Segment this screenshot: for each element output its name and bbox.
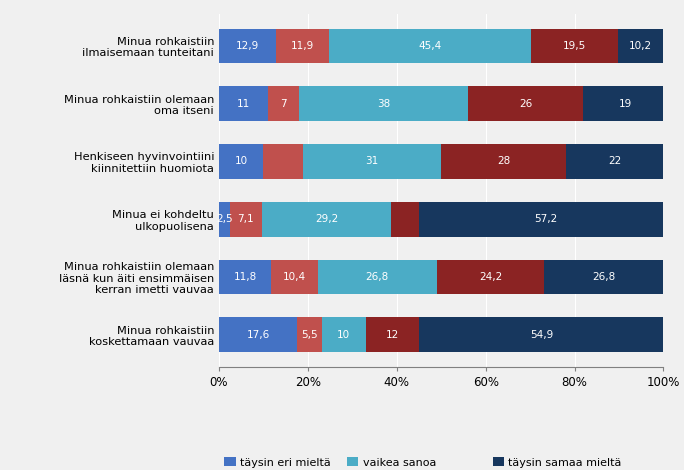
Bar bbox=[329, 29, 531, 63]
Legend: täysin eri mieltä, osittain eri mieltä, vaikea sanoa, osittain samaa mieltä, täy: täysin eri mieltä, osittain eri mieltä, … bbox=[220, 453, 626, 470]
Bar bbox=[219, 260, 272, 294]
Bar bbox=[419, 202, 673, 236]
Bar bbox=[297, 317, 321, 352]
Bar bbox=[544, 260, 663, 294]
Text: 11,8: 11,8 bbox=[233, 272, 256, 282]
Text: 54,9: 54,9 bbox=[530, 330, 553, 340]
Bar bbox=[304, 144, 441, 179]
Bar bbox=[391, 202, 419, 236]
Text: 10: 10 bbox=[235, 157, 248, 166]
Text: 11,9: 11,9 bbox=[291, 41, 315, 51]
Text: 38: 38 bbox=[377, 99, 390, 109]
Bar bbox=[219, 317, 297, 352]
Text: 17,6: 17,6 bbox=[246, 330, 269, 340]
Text: 7: 7 bbox=[280, 99, 287, 109]
Bar bbox=[366, 317, 419, 352]
Bar bbox=[219, 29, 276, 63]
Bar bbox=[531, 29, 618, 63]
Bar bbox=[219, 86, 267, 121]
Text: 26: 26 bbox=[519, 99, 532, 109]
Text: 5,5: 5,5 bbox=[301, 330, 317, 340]
Bar bbox=[468, 86, 583, 121]
Bar bbox=[321, 317, 366, 352]
Text: 26,8: 26,8 bbox=[365, 272, 389, 282]
Text: 28: 28 bbox=[497, 157, 510, 166]
Bar bbox=[299, 86, 468, 121]
Bar bbox=[441, 144, 566, 179]
Bar bbox=[419, 317, 663, 352]
Bar bbox=[267, 86, 299, 121]
Text: 10,2: 10,2 bbox=[629, 41, 652, 51]
Bar bbox=[276, 29, 329, 63]
Text: 45,4: 45,4 bbox=[419, 41, 442, 51]
Text: 10,4: 10,4 bbox=[283, 272, 306, 282]
Text: 31: 31 bbox=[366, 157, 379, 166]
Bar bbox=[263, 144, 304, 179]
Text: 12: 12 bbox=[386, 330, 399, 340]
Text: 2,5: 2,5 bbox=[216, 214, 233, 224]
Bar bbox=[618, 29, 663, 63]
Bar bbox=[219, 202, 230, 236]
Bar bbox=[272, 260, 317, 294]
Bar bbox=[230, 202, 261, 236]
Text: 57,2: 57,2 bbox=[534, 214, 557, 224]
Bar bbox=[261, 202, 391, 236]
Text: 10: 10 bbox=[337, 330, 350, 340]
Text: 7,1: 7,1 bbox=[237, 214, 254, 224]
Bar bbox=[566, 144, 663, 179]
Bar bbox=[437, 260, 544, 294]
Text: 19,5: 19,5 bbox=[563, 41, 586, 51]
Bar bbox=[219, 144, 263, 179]
Text: 22: 22 bbox=[608, 157, 621, 166]
Text: 19: 19 bbox=[619, 99, 632, 109]
Text: 26,8: 26,8 bbox=[592, 272, 616, 282]
Bar bbox=[583, 86, 668, 121]
Text: 29,2: 29,2 bbox=[315, 214, 338, 224]
Text: 12,9: 12,9 bbox=[236, 41, 259, 51]
Text: 11: 11 bbox=[237, 99, 250, 109]
Bar bbox=[317, 260, 437, 294]
Text: 24,2: 24,2 bbox=[479, 272, 502, 282]
